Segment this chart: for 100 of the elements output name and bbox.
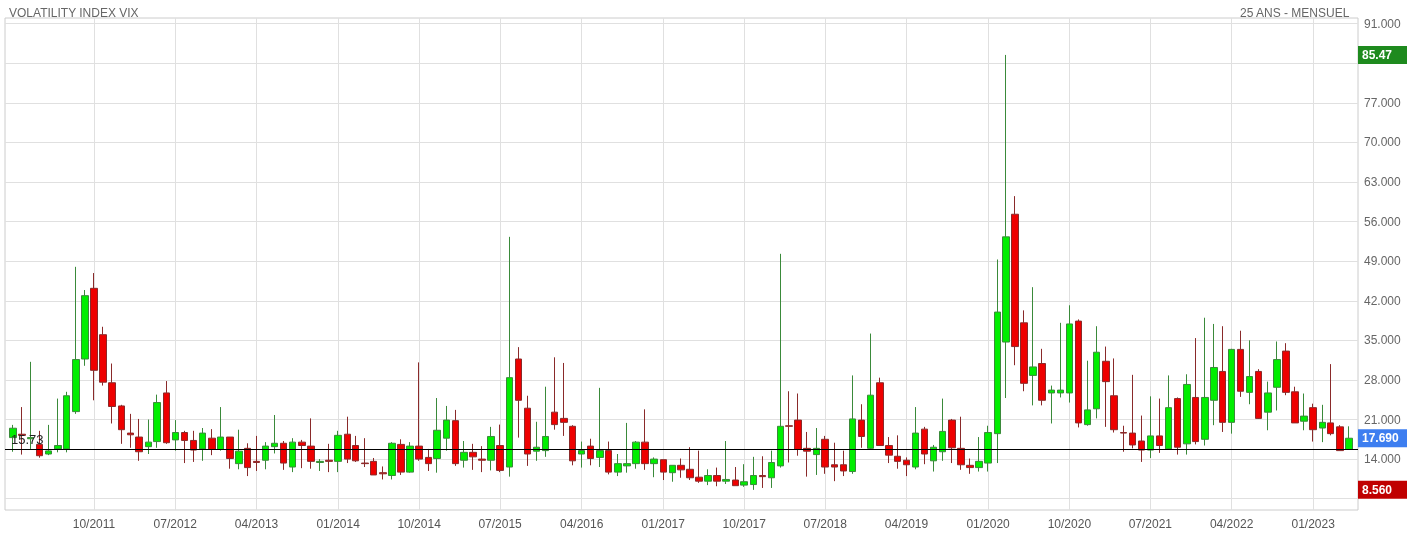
candlestick (406, 441, 414, 474)
candlestick (641, 408, 649, 471)
candlestick (506, 236, 513, 478)
candlestick (912, 406, 919, 470)
candlestick (289, 437, 296, 473)
candlestick (1264, 381, 1272, 431)
y-tick-label: 77.000 (1364, 95, 1402, 110)
text: 17.690 (1362, 431, 1400, 446)
candlestick (1129, 374, 1136, 449)
y-tick-label: 56.000 (1364, 214, 1402, 229)
y-tick-label: 28.000 (1364, 372, 1402, 387)
candlestick (948, 418, 956, 464)
candlestick (903, 456, 910, 477)
candlestick (443, 405, 450, 452)
candlestick (181, 430, 188, 464)
candlestick (1084, 360, 1091, 427)
candlestick (425, 448, 432, 472)
candlestick (939, 398, 946, 462)
candlestick (1255, 368, 1262, 420)
candlestick (253, 435, 260, 472)
candlestick (849, 374, 856, 475)
candlestick (1038, 348, 1046, 406)
candlestick (262, 441, 269, 470)
candlestick (605, 441, 612, 475)
candlestick (740, 463, 748, 488)
x-tick-label: 07/2012 (153, 517, 198, 531)
candlestick (596, 387, 604, 468)
candlestick (469, 443, 477, 471)
candlestick (127, 413, 134, 449)
candlestick (957, 416, 965, 471)
candlestick (542, 386, 549, 458)
candlestick (750, 456, 757, 491)
candlestick (1120, 425, 1127, 453)
candlestick (587, 438, 594, 466)
candlestick (379, 465, 387, 480)
candlestick (478, 445, 486, 473)
x-tick-label: 01/2023 (1291, 517, 1336, 531)
x-tick-label: 04/2019 (884, 517, 929, 531)
candlestick (135, 418, 143, 462)
y-tick-label: 14.000 (1364, 452, 1402, 467)
candlestick (1165, 374, 1172, 450)
candlestick (496, 424, 504, 473)
candlestick (208, 428, 216, 456)
text: 85.47 (1362, 47, 1393, 62)
x-tick-label: 10/2020 (1047, 517, 1092, 531)
x-tick-label: 07/2018 (803, 517, 848, 531)
chart-title: VOLATILITY INDEX VIX (9, 6, 139, 20)
x-tick-label: 10/2011 (72, 517, 116, 531)
candlestick (316, 458, 324, 472)
candlestick (271, 414, 278, 454)
x-tick-label: 01/2017 (641, 517, 686, 531)
candlestick (1309, 403, 1317, 443)
candlestick (669, 464, 676, 483)
candlestick (1102, 346, 1110, 428)
candlestick (1156, 398, 1163, 454)
y-tick-label: 35.000 (1364, 333, 1402, 348)
candlestick (172, 419, 179, 452)
x-tick-label: 01/2020 (966, 517, 1011, 531)
candlestick (217, 406, 224, 452)
y-tick-label: 91.000 (1364, 16, 1402, 31)
x-tick-label: 10/2017 (722, 517, 767, 531)
y-tick-label: 49.000 (1364, 254, 1402, 269)
candlestick (118, 404, 125, 445)
candlestick (821, 435, 829, 475)
x-tick-label: 07/2021 (1128, 517, 1173, 531)
candlestick (325, 443, 333, 473)
candlestick (1228, 348, 1235, 435)
candlestick (1300, 393, 1308, 431)
chart-subtitle: 25 ANS - MENSUEL (1239, 6, 1350, 20)
candlestick (704, 468, 712, 486)
y-tick-label: 63.000 (1364, 175, 1402, 189)
candlestick (650, 456, 658, 478)
candlestick (452, 409, 459, 467)
candlestick (45, 424, 52, 456)
candlestick (397, 438, 405, 476)
candlestick (1075, 318, 1082, 428)
candlestick (894, 434, 901, 470)
candlestick (1336, 424, 1344, 452)
candlestick (722, 440, 730, 485)
candlestick (190, 430, 197, 463)
y-tick-label: 21.000 (1364, 412, 1402, 427)
candlestick (163, 380, 170, 445)
y-tick-label: 70.000 (1364, 135, 1402, 150)
candlestick (551, 356, 558, 431)
candlestick (433, 397, 441, 474)
candlestick (966, 458, 974, 475)
candlestick (759, 455, 766, 489)
candlestick (1147, 395, 1154, 459)
x-tick-label: 04/2022 (1209, 517, 1254, 531)
candlestick (560, 362, 568, 437)
candlestick (921, 426, 928, 465)
candlestick (244, 442, 251, 477)
candlestick (1174, 396, 1181, 456)
candlestick (713, 467, 721, 487)
candlestick (487, 426, 495, 471)
candlestick (660, 459, 667, 481)
candlestick (515, 346, 522, 439)
candlestick (1029, 286, 1037, 406)
candlestick (930, 444, 937, 473)
candlestick (1138, 415, 1145, 463)
